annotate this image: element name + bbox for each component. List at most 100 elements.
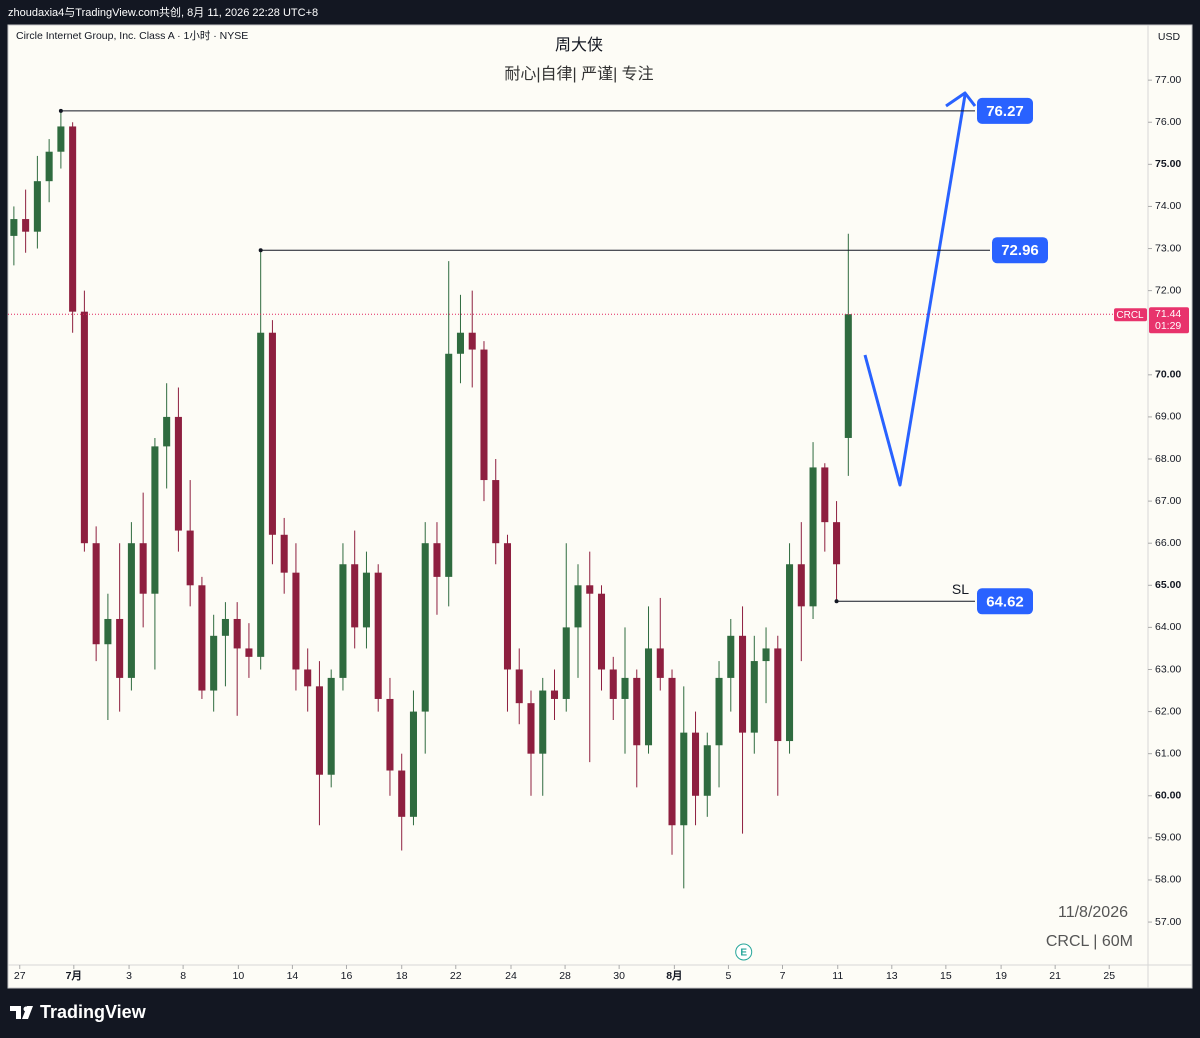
annotation-subtitle: 耐心|自律| 严谨| 专注 xyxy=(504,65,653,83)
x-tick-label: 5 xyxy=(726,970,732,982)
x-tick-label: 14 xyxy=(287,970,299,982)
candle-body xyxy=(609,669,617,699)
y-tick-label: 74.00 xyxy=(1155,200,1181,212)
logo-dot xyxy=(23,1006,29,1012)
candle-body xyxy=(104,618,112,645)
candle-body xyxy=(844,314,852,438)
candle-body xyxy=(809,467,817,607)
candle-body xyxy=(703,745,711,796)
x-tick-label: 15 xyxy=(940,970,952,982)
price-label: 71.44 xyxy=(1155,308,1181,320)
x-tick-label: 11 xyxy=(832,970,843,982)
candle-body xyxy=(398,770,406,817)
level-label: 76.27 xyxy=(986,103,1024,120)
candle-body xyxy=(715,677,723,746)
level-label-box xyxy=(992,237,1048,264)
y-tick-label: 61.00 xyxy=(1155,747,1181,759)
y-tick-label: 69.00 xyxy=(1155,411,1181,423)
note: 11/8/2026 xyxy=(1058,904,1128,921)
symbol-box xyxy=(1114,308,1147,322)
y-tick-label: 58.00 xyxy=(1155,874,1181,886)
candle-body xyxy=(245,648,253,657)
level-label-box xyxy=(977,97,1033,124)
candle-body xyxy=(597,593,606,670)
x-tick-label: 7 xyxy=(780,970,786,982)
candle-body xyxy=(186,530,194,586)
candle-body xyxy=(539,690,547,754)
candle-body xyxy=(680,732,688,826)
candle-body xyxy=(821,467,829,523)
brand-logo xyxy=(10,1006,33,1019)
y-tick-label: 62.00 xyxy=(1155,705,1181,717)
y-tick-label: 65.00 xyxy=(1155,579,1181,591)
x-tick-label: 25 xyxy=(1103,970,1115,982)
candle-body xyxy=(339,564,347,678)
candle-body xyxy=(386,698,394,771)
y-tick-label: 64.00 xyxy=(1155,621,1181,633)
candle-body xyxy=(139,543,147,594)
y-tick-label: 68.00 xyxy=(1155,453,1181,465)
candle-body xyxy=(116,618,124,678)
y-tick-label: 59.00 xyxy=(1155,832,1181,844)
candle-body xyxy=(480,349,488,481)
level-name: SL xyxy=(952,581,969,597)
x-tick-label: 21 xyxy=(1049,970,1061,982)
x-tick-label: 19 xyxy=(995,970,1007,982)
candle-body xyxy=(268,332,276,535)
candle-body xyxy=(633,677,641,746)
level-anchor xyxy=(834,599,839,604)
candle-body xyxy=(233,618,241,649)
level-label: 64.62 xyxy=(986,593,1024,610)
event-marker xyxy=(735,943,753,961)
candle-body xyxy=(515,669,523,704)
price-box xyxy=(1149,307,1189,334)
candle-body xyxy=(797,564,805,607)
annotation-title: 周大侠 xyxy=(555,36,603,54)
y-tick-label: 73.00 xyxy=(1155,242,1181,254)
candle-body xyxy=(550,690,559,699)
x-tick-label: 30 xyxy=(613,970,625,982)
x-tick-label: 7月 xyxy=(66,970,82,982)
candle-body xyxy=(762,648,770,662)
candle-body xyxy=(327,677,335,775)
candles xyxy=(10,110,852,889)
y-tick-label: 66.00 xyxy=(1155,537,1181,549)
note: CRCL | 60M xyxy=(1046,933,1133,950)
candle-body xyxy=(374,572,382,699)
candle-body xyxy=(621,677,629,699)
y-tick-label: 76.00 xyxy=(1155,116,1181,128)
candle-body xyxy=(644,648,653,746)
candle-body xyxy=(210,635,218,691)
x-tick-label: 3 xyxy=(126,970,132,982)
candle-body xyxy=(10,219,18,236)
candle-body xyxy=(127,543,135,678)
candle-body xyxy=(198,585,206,691)
candle-body xyxy=(33,181,41,232)
x-tick-label: 13 xyxy=(886,970,898,982)
x-tick-label: 28 xyxy=(559,970,571,982)
candle-body xyxy=(433,543,441,577)
forecast-arrow xyxy=(863,94,967,487)
candle-body xyxy=(257,332,265,657)
candle-body xyxy=(92,543,100,645)
candle-body xyxy=(656,648,664,678)
x-tick-label: 24 xyxy=(505,970,517,982)
candle-body xyxy=(468,332,476,350)
candle-body xyxy=(833,522,841,565)
candle-body xyxy=(750,661,758,733)
candle-body xyxy=(774,648,782,742)
arrow-head xyxy=(945,91,977,108)
chart-frame xyxy=(7,24,1193,989)
candle-body xyxy=(163,416,171,447)
candle-body xyxy=(151,446,159,594)
x-tick-label: 22 xyxy=(450,970,462,982)
y-tick-label: 72.00 xyxy=(1155,284,1181,296)
x-tick-label: 10 xyxy=(233,970,245,982)
candle-body xyxy=(292,572,300,670)
y-tick-label: 63.00 xyxy=(1155,663,1181,675)
candle-body xyxy=(739,635,747,733)
candle-body xyxy=(492,480,500,544)
candle-body xyxy=(80,311,88,544)
x-tick-label: 8月 xyxy=(666,970,682,982)
